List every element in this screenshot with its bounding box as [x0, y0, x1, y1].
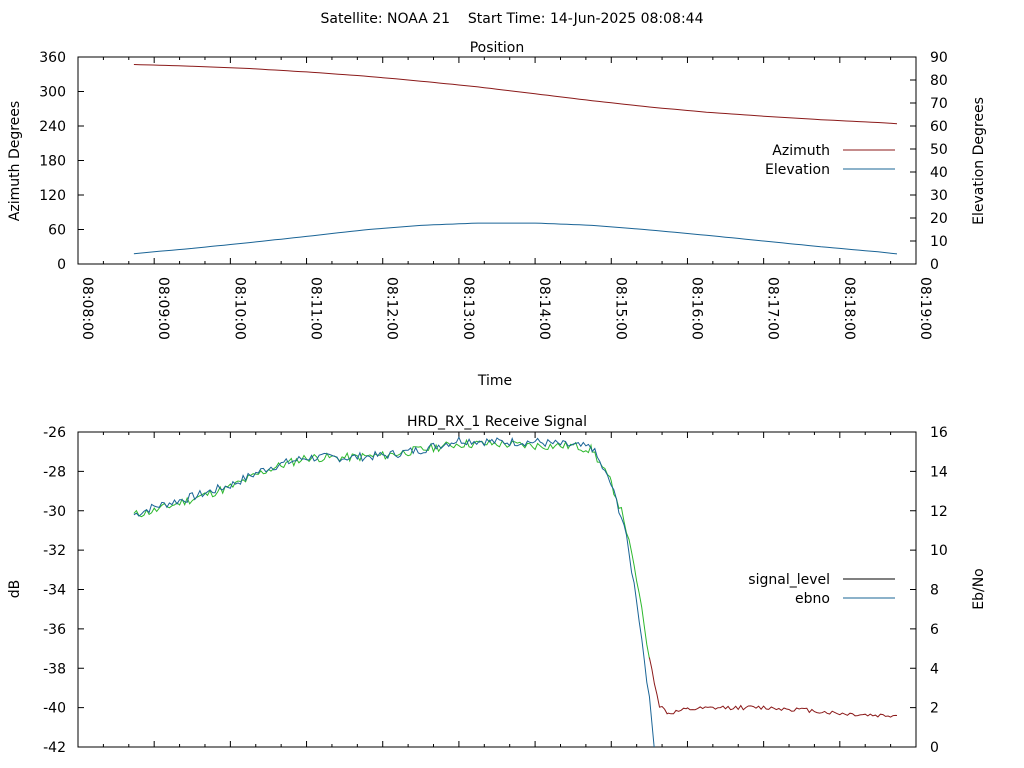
series-line-ebno [133, 436, 655, 747]
y-tick-label: -38 [43, 661, 66, 677]
series-line-azimuth [133, 64, 898, 125]
legend-label: Azimuth [772, 143, 830, 159]
x-tick-label: 08:16:00 [688, 277, 704, 340]
signal-ticks: -42 -40 -38 -36 -34 -32 -30 -28 -26 0 2 4 6 8 10 12 14 16 [43, 425, 948, 756]
y-tick-label: 360 [39, 50, 66, 66]
x-tick-label: 08:15:00 [612, 277, 628, 340]
x-tick-label: 08:10:00 [231, 277, 247, 340]
legend-label: signal_level [748, 572, 830, 588]
y-tick-label: -40 [43, 701, 66, 717]
y2-tick-label: 30 [930, 188, 948, 204]
y-tick-label: -30 [43, 504, 66, 520]
series-line-signal-level [648, 657, 898, 718]
y2-tick-label: 70 [930, 96, 948, 112]
position-plot-frame [77, 56, 917, 265]
legend-label: ebno [795, 591, 830, 607]
y-tick-label: -32 [43, 543, 66, 559]
position-chart-title: Position [470, 40, 525, 56]
x-tick-label: 08:14:00 [536, 277, 552, 340]
position-y2label: Elevation Degrees [971, 97, 987, 225]
page-title: Satellite: NOAA 21 Start Time: 14-Jun-20… [321, 11, 704, 27]
legend-label: Elevation [765, 162, 830, 178]
x-tick-label: 08:18:00 [841, 277, 857, 340]
y2-tick-label: 50 [930, 142, 948, 158]
y-tick-label: -28 [43, 464, 66, 480]
y2-tick-label: 2 [930, 701, 939, 717]
y2-tick-label: 10 [930, 234, 948, 250]
position-ylabel: Azimuth Degrees [7, 101, 23, 221]
x-tick-label: 08:17:00 [765, 277, 781, 340]
series-line-elevation [133, 222, 898, 255]
y-tick-label: -42 [43, 740, 66, 756]
position-legend: Azimuth Elevation [765, 143, 895, 178]
signal-series [133, 436, 898, 747]
x-tick-label: 08:08:00 [79, 277, 95, 340]
y-tick-label: -34 [43, 583, 66, 599]
y2-tick-label: 40 [930, 165, 948, 181]
y2-tick-label: 4 [930, 661, 939, 677]
y2-tick-label: 80 [930, 73, 948, 89]
y-tick-label: 180 [39, 154, 66, 170]
position-chart: Position 08:08:00 08:09:00 08:10:00 08:11:0… [7, 40, 987, 389]
x-tick-label: 08:12:00 [384, 277, 400, 340]
y-tick-label: 300 [39, 85, 66, 101]
position-xlabel: Time [477, 373, 512, 389]
x-tick-label: 08:13:00 [460, 277, 476, 340]
y2-tick-label: 8 [930, 583, 939, 599]
y2-tick-label: 60 [930, 119, 948, 135]
signal-y2label: Eb/No [971, 568, 987, 610]
y2-tick-label: 20 [930, 211, 948, 227]
y2-tick-label: 14 [930, 464, 948, 480]
y2-tick-label: 10 [930, 543, 948, 559]
y-tick-label: -26 [43, 425, 66, 441]
x-tick-label: 08:09:00 [155, 277, 171, 340]
y-tick-label: 60 [48, 223, 66, 239]
y2-tick-label: 6 [930, 622, 939, 638]
y-tick-label: -36 [43, 622, 66, 638]
y2-tick-label: 0 [930, 740, 939, 756]
position-ticks: 08:08:00 08:09:00 08:10:00 08:11:00 08:12:00… [39, 50, 948, 340]
y2-tick-label: 12 [930, 504, 948, 520]
signal-ylabel: dB [7, 580, 23, 599]
x-tick-label: 08:19:00 [917, 277, 933, 340]
y-tick-label: 120 [39, 188, 66, 204]
x-tick-label: 08:11:00 [308, 277, 324, 340]
signal-chart: HRD_RX_1 Receive Signal -42-40-38-36-34-… [7, 414, 987, 756]
signal-plot-frame [77, 431, 917, 748]
y-tick-label: 0 [57, 257, 66, 273]
series-line-signal-level [133, 438, 650, 659]
signal-chart-title: HRD_RX_1 Receive Signal [407, 414, 587, 430]
y2-tick-label: 90 [930, 50, 948, 66]
y-tick-label: 240 [39, 119, 66, 135]
y2-tick-label: 16 [930, 425, 948, 441]
y2-tick-label: 0 [930, 257, 939, 273]
position-series [133, 64, 898, 255]
